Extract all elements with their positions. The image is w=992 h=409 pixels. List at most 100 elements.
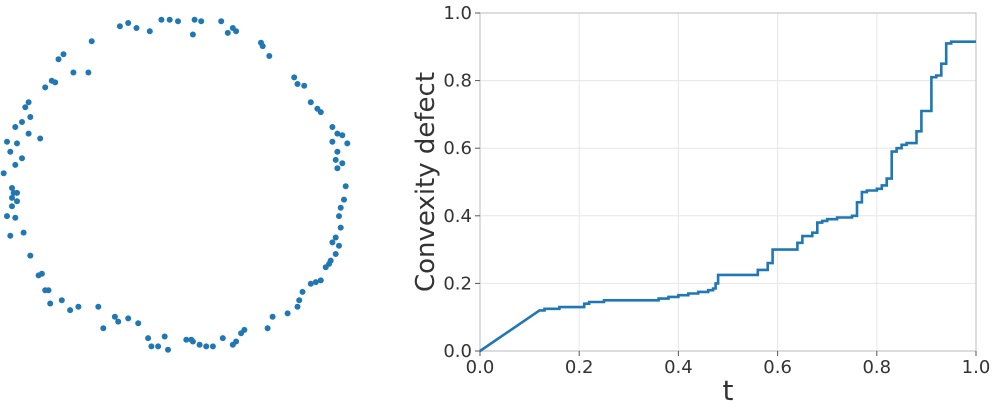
scatter-point	[233, 338, 240, 345]
scatter-point	[341, 196, 347, 203]
scatter-point	[55, 56, 62, 63]
scatter-point	[4, 213, 10, 220]
scatter-point	[60, 51, 67, 58]
y-tick-label: 0.8	[443, 71, 472, 92]
scatter-point	[334, 148, 341, 155]
scatter-point	[14, 140, 20, 147]
scatter-point	[284, 310, 291, 317]
scatter-point	[329, 239, 336, 246]
scatter-point	[10, 189, 17, 196]
scatter-point	[158, 16, 165, 23]
scatter-point	[85, 69, 92, 76]
scatter-point	[336, 242, 342, 249]
scatter-point	[12, 161, 19, 168]
scatter-point	[7, 148, 14, 155]
scatter-point	[9, 194, 15, 201]
scatter-point	[259, 43, 266, 50]
scatter-point	[322, 264, 329, 271]
scatter-point	[266, 53, 273, 59]
scatter-point	[12, 124, 19, 130]
scatter-point	[224, 29, 231, 36]
scatter-point	[175, 18, 181, 25]
scatter-point	[336, 213, 342, 220]
scatter-point	[22, 104, 29, 111]
scatter-point	[25, 130, 32, 137]
scatter-point	[27, 252, 34, 259]
scatter-point	[296, 297, 303, 304]
scatter-point	[299, 288, 306, 295]
scatter-point	[155, 343, 162, 350]
x-tick-label: 1.0	[962, 357, 991, 378]
scatter-point	[125, 20, 132, 26]
scatter-point	[339, 160, 346, 167]
scatter-point	[95, 303, 102, 310]
x-tick-label: 0.6	[763, 357, 792, 378]
scatter-point	[88, 38, 95, 45]
scatter-point	[317, 109, 324, 116]
scatter-point	[342, 183, 349, 190]
scatter-point	[125, 315, 132, 322]
scatter-point	[47, 300, 54, 307]
scatter-point	[165, 346, 171, 353]
scatter-point	[135, 320, 142, 327]
x-tick-label: 0.2	[565, 357, 594, 378]
scatter-point	[241, 326, 248, 333]
scatter-point	[307, 280, 314, 287]
scatter-point	[37, 135, 44, 142]
scatter-point	[115, 318, 122, 325]
scatter-point	[317, 277, 324, 284]
scatter-point	[19, 155, 25, 162]
scatter-point	[307, 99, 314, 106]
scatter-point	[146, 28, 153, 35]
scatter-point	[42, 287, 49, 294]
y-tick-label: 1.0	[443, 3, 472, 24]
scatter-point	[294, 303, 301, 310]
tick-labels: 0.00.0 0.2 0.2 0.4 0.4 0.6 0.6 0.8 0.8 1.0 1.0	[443, 3, 990, 378]
plot-frame	[479, 12, 977, 352]
scatter-point	[329, 124, 336, 130]
scatter-point	[27, 114, 34, 120]
y-tick-label: 0.2	[443, 273, 472, 294]
scatter-point	[166, 16, 173, 23]
scatter-point	[183, 336, 190, 343]
scatter-point	[9, 185, 15, 191]
scatter-point	[332, 234, 339, 241]
scatter-point	[337, 224, 344, 231]
scatter-point	[334, 165, 341, 172]
scatter-point	[12, 214, 19, 221]
scatter-point	[67, 307, 74, 314]
scatter-plot-svg	[0, 16, 351, 353]
scatter-point	[203, 343, 210, 350]
scatter-point	[339, 132, 346, 139]
scatter-point	[198, 18, 205, 25]
scatter-point	[219, 335, 226, 342]
scatter-point	[148, 343, 155, 350]
scatter-point	[145, 335, 152, 342]
scatter-point	[75, 303, 82, 310]
scatter-point	[58, 297, 65, 304]
scatter-point	[14, 198, 20, 205]
scatter-point	[344, 140, 351, 147]
convexity-chart-svg: 0.00.0 0.2 0.2 0.4 0.4 0.6 0.6 0.8 0.8 1.0 1.0 t C…	[411, 3, 990, 407]
scatter-points-group	[0, 16, 351, 353]
scatter-point	[264, 325, 271, 332]
scatter-point	[52, 79, 59, 86]
y-tick-label: 0.0	[443, 341, 472, 362]
scatter-point	[301, 82, 308, 89]
scatter-point	[233, 28, 240, 35]
scatter-point	[161, 333, 168, 340]
scatter-point	[19, 119, 25, 125]
scatter-point	[291, 74, 298, 81]
scatter-point	[100, 325, 107, 332]
scatter-point	[20, 229, 27, 236]
scatter-point	[334, 130, 341, 137]
y-tick-label: 0.6	[443, 138, 472, 159]
scatter-point	[294, 81, 301, 87]
y-tick-label: 0.4	[443, 206, 472, 227]
scatter-point	[209, 343, 216, 350]
scatter-point	[218, 18, 225, 25]
circle-scatter-plot	[0, 0, 360, 405]
scatter-point	[35, 272, 42, 279]
scatter-point	[269, 313, 276, 320]
scatter-point	[332, 156, 339, 163]
